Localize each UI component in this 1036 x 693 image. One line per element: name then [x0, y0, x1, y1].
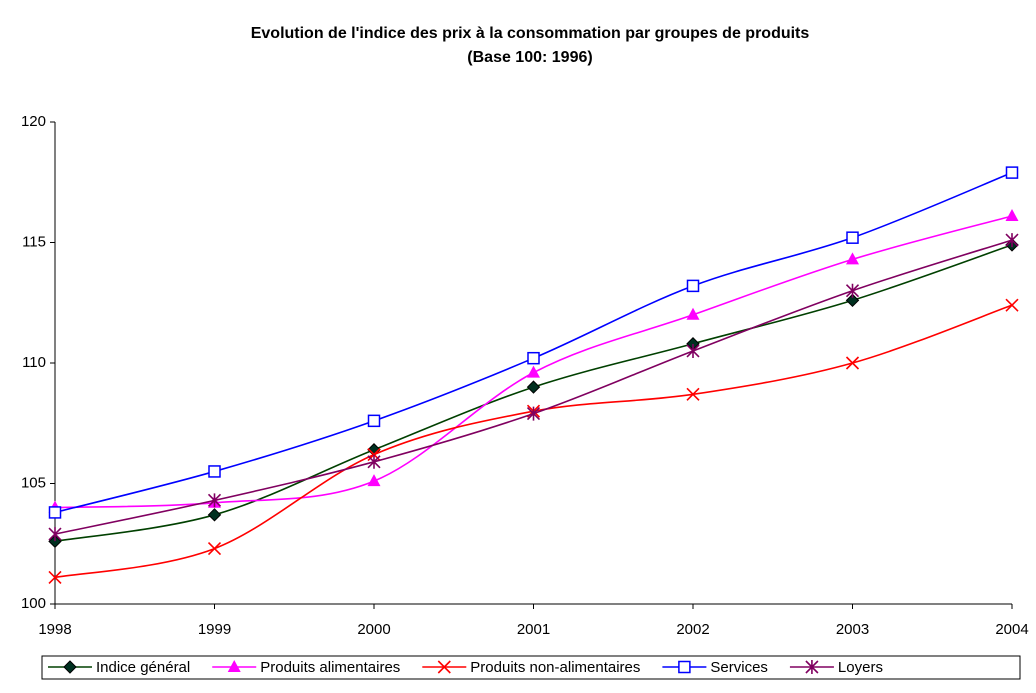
marker [367, 414, 381, 428]
y-tick-label: 120 [21, 113, 46, 130]
marker [845, 293, 860, 308]
legend-label: Produits alimentaires [260, 659, 400, 676]
chart-title: Evolution de l'indice des prix à la cons… [251, 25, 810, 42]
marker [367, 454, 381, 469]
marker [367, 474, 381, 487]
marker [48, 534, 62, 549]
marker [63, 660, 77, 674]
marker [686, 343, 700, 358]
legend-label: Services [710, 659, 768, 676]
x-tick-label: 1999 [198, 621, 231, 638]
y-tick-label: 100 [21, 595, 46, 612]
marker [207, 493, 222, 508]
x-tick-label: 2002 [676, 621, 709, 638]
marker [845, 283, 860, 298]
marker [686, 387, 700, 401]
marker [207, 508, 222, 522]
legend-item: Produits alimentaires [212, 659, 400, 676]
legend-label: Loyers [838, 659, 883, 676]
y-tick-label: 115 [22, 233, 46, 250]
marker [526, 380, 541, 394]
x-tick-label: 2001 [517, 621, 550, 638]
marker [846, 231, 859, 244]
marker [437, 660, 451, 674]
marker [207, 542, 222, 556]
x-tick-label: 1998 [38, 621, 71, 638]
marker [208, 465, 221, 478]
marker [1005, 233, 1019, 248]
y-tick-label: 110 [22, 354, 46, 371]
x-tick-label: 2000 [357, 621, 390, 638]
marker [1005, 298, 1019, 312]
marker [526, 406, 541, 421]
marker [1005, 166, 1019, 179]
legend-item: Services [662, 659, 768, 676]
marker [48, 506, 62, 519]
x-tick-label: 2004 [995, 621, 1028, 638]
marker [527, 365, 540, 378]
marker [678, 660, 691, 674]
marker [846, 252, 859, 265]
marker [48, 570, 62, 585]
legend-item: Loyers [789, 659, 883, 676]
marker [805, 660, 819, 674]
legend-box [41, 655, 1021, 680]
marker [227, 660, 241, 672]
legend-item: Produits non-alimentaires [422, 659, 640, 676]
legend-item: Indice général [48, 659, 190, 676]
marker [845, 356, 860, 370]
y-tick-label: 105 [21, 474, 46, 491]
legend-label: Indice général [96, 659, 190, 676]
series-line [54, 171, 1013, 514]
chart-subtitle: (Base 100: 1996) [467, 49, 592, 66]
legend-label: Produits non-alimentaires [470, 659, 640, 676]
x-tick-label: 2003 [836, 621, 869, 638]
marker [686, 307, 700, 320]
marker [686, 279, 700, 293]
series-line [54, 304, 1013, 579]
marker [527, 351, 540, 365]
marker [48, 527, 62, 542]
marker [1005, 208, 1019, 221]
